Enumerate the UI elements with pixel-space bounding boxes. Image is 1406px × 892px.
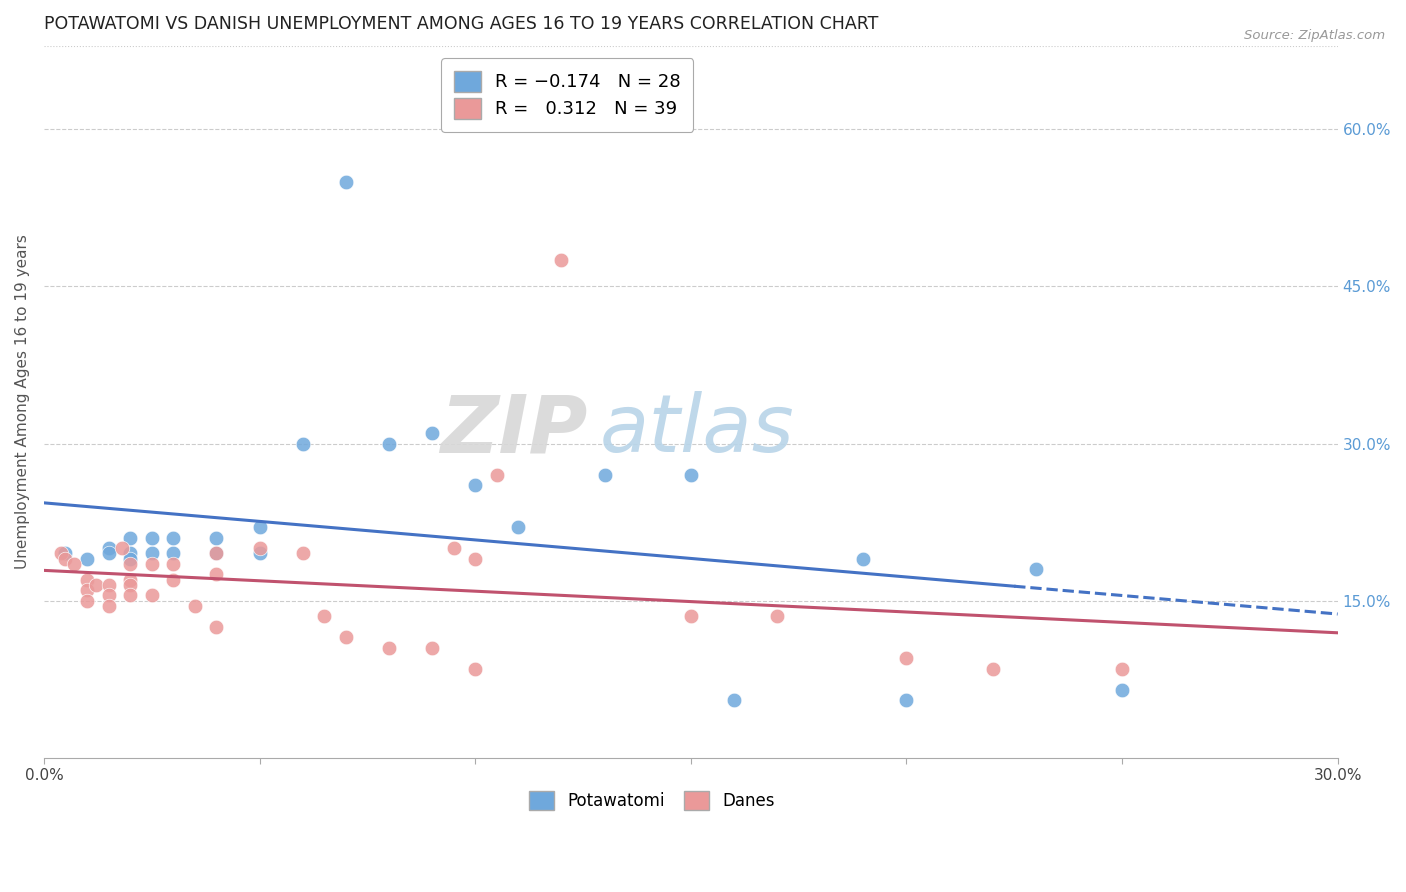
Point <box>464 551 486 566</box>
Point <box>420 425 443 440</box>
Point <box>120 588 142 602</box>
Point <box>291 436 314 450</box>
Point <box>679 467 702 482</box>
Point <box>291 546 314 560</box>
Point <box>97 578 120 592</box>
Point <box>97 599 120 613</box>
Text: atlas: atlas <box>600 391 794 469</box>
Point <box>766 609 789 624</box>
Point <box>896 693 918 707</box>
Point <box>162 546 184 560</box>
Point <box>508 520 530 534</box>
Point <box>97 541 120 556</box>
Point <box>1111 682 1133 697</box>
Point <box>97 546 120 560</box>
Point <box>205 546 228 560</box>
Point <box>55 546 77 560</box>
Point <box>84 578 107 592</box>
Text: POTAWATOMI VS DANISH UNEMPLOYMENT AMONG AGES 16 TO 19 YEARS CORRELATION CHART: POTAWATOMI VS DANISH UNEMPLOYMENT AMONG … <box>44 15 879 33</box>
Point <box>981 662 1004 676</box>
Point <box>852 551 875 566</box>
Point <box>205 567 228 582</box>
Point <box>550 253 572 268</box>
Point <box>141 557 163 571</box>
Point <box>205 546 228 560</box>
Point <box>120 557 142 571</box>
Point <box>314 609 336 624</box>
Point <box>378 640 401 655</box>
Point <box>141 546 163 560</box>
Point <box>97 588 120 602</box>
Y-axis label: Unemployment Among Ages 16 to 19 years: Unemployment Among Ages 16 to 19 years <box>15 235 30 569</box>
Point <box>249 546 271 560</box>
Point <box>679 609 702 624</box>
Point <box>443 541 465 556</box>
Point <box>120 578 142 592</box>
Point <box>184 599 207 613</box>
Point <box>162 557 184 571</box>
Point <box>120 546 142 560</box>
Point <box>110 541 132 556</box>
Point <box>162 531 184 545</box>
Point <box>141 531 163 545</box>
Point <box>76 593 98 607</box>
Point <box>1111 662 1133 676</box>
Point <box>76 573 98 587</box>
Point <box>485 467 508 482</box>
Point <box>335 175 357 189</box>
Point <box>896 651 918 665</box>
Point <box>378 436 401 450</box>
Point <box>249 541 271 556</box>
Point <box>1025 562 1047 576</box>
Point <box>593 467 616 482</box>
Point <box>205 620 228 634</box>
Text: Source: ZipAtlas.com: Source: ZipAtlas.com <box>1244 29 1385 42</box>
Point <box>76 551 98 566</box>
Text: ZIP: ZIP <box>440 391 588 469</box>
Point <box>63 557 86 571</box>
Point <box>420 640 443 655</box>
Legend: Potawatomi, Danes: Potawatomi, Danes <box>522 784 782 817</box>
Point <box>76 583 98 598</box>
Point <box>464 478 486 492</box>
Point <box>162 573 184 587</box>
Point <box>120 531 142 545</box>
Point <box>120 573 142 587</box>
Point <box>464 662 486 676</box>
Point <box>49 546 72 560</box>
Point <box>120 551 142 566</box>
Point <box>249 520 271 534</box>
Point <box>205 531 228 545</box>
Point <box>723 693 745 707</box>
Point <box>55 551 77 566</box>
Point <box>141 588 163 602</box>
Point <box>335 630 357 644</box>
